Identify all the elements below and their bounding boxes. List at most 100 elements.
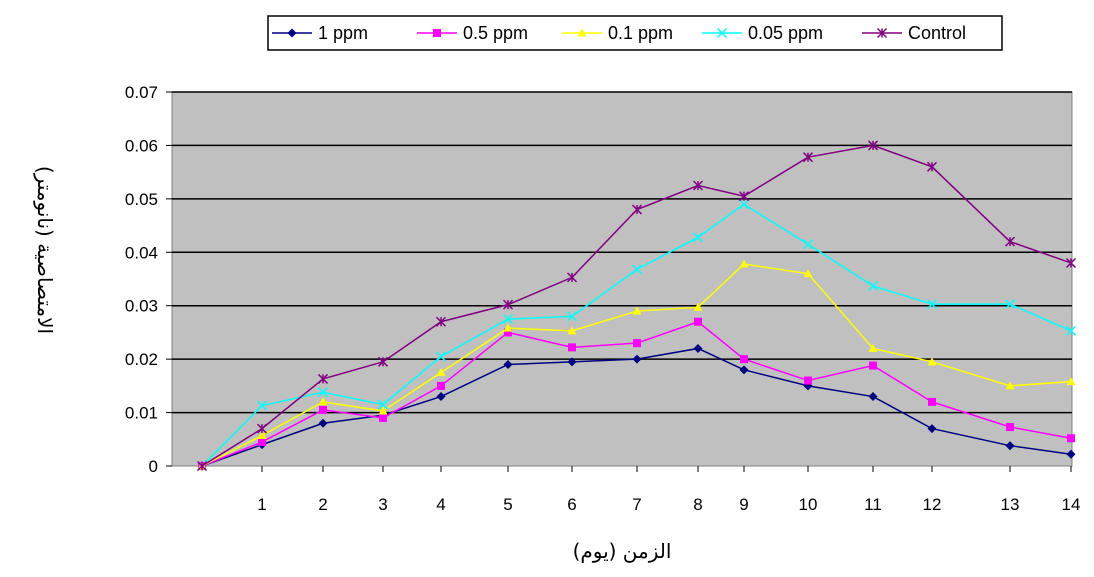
data-point	[1005, 441, 1015, 451]
data-point	[567, 357, 577, 367]
data-point	[257, 431, 267, 440]
y-tick-label: 0.01	[125, 404, 158, 423]
x-tick-label: 5	[503, 495, 512, 514]
x-tick-label: 9	[739, 495, 748, 514]
x-tick-label: 14	[1062, 495, 1081, 514]
data-point	[926, 299, 938, 310]
data-point	[436, 368, 446, 376]
y-tick-label: 0.06	[125, 136, 158, 155]
data-point	[567, 326, 577, 335]
legend-label: 0.05 ppm	[748, 23, 823, 43]
y-tick-label: 0.07	[125, 83, 158, 102]
data-point	[503, 359, 513, 369]
x-tick-label: 7	[632, 495, 641, 514]
data-point	[802, 239, 814, 250]
x-tick-label: 2	[318, 495, 327, 514]
data-point	[318, 418, 328, 428]
y-axis-ticks: 0 0.01 0.02 0.03 0.04 0.05 0.06 0.07	[125, 83, 172, 476]
legend-item: Control	[862, 23, 966, 43]
legend-marker	[577, 28, 587, 37]
x-axis-ticks: 1 2 3 4 5 6 7 8 9 10 11 12 13 14	[257, 466, 1080, 514]
data-point	[928, 397, 936, 406]
x-tick-label: 4	[436, 495, 445, 514]
data-point	[869, 361, 877, 370]
data-point	[435, 351, 447, 362]
data-point	[377, 399, 389, 410]
data-point	[317, 387, 329, 398]
data-point	[435, 316, 447, 327]
data-point	[927, 424, 937, 434]
data-point	[927, 357, 937, 366]
data-point	[693, 302, 703, 311]
data-point	[692, 232, 704, 243]
legend-marker	[433, 29, 441, 37]
data-point	[196, 460, 208, 472]
data-point	[867, 280, 879, 291]
legend-marker	[716, 27, 728, 39]
data-point	[633, 339, 641, 348]
data-point	[694, 317, 702, 326]
data-point	[256, 423, 268, 434]
y-tick-label: 0.04	[125, 243, 158, 262]
y-tick-label: 0.05	[125, 190, 158, 209]
x-tick-label: 3	[378, 495, 387, 514]
legend-label: 1 ppm	[318, 23, 368, 43]
data-point	[379, 413, 387, 422]
y-axis-title: الامتصاصية (نانومتر)	[33, 166, 57, 334]
data-point	[1005, 381, 1015, 390]
data-point	[1066, 449, 1076, 459]
legend-label: 0.5 ppm	[463, 23, 528, 43]
legend-label: 0.1 ppm	[608, 23, 673, 43]
legend: 1 ppm 0.5 ppm 0.1 ppm 0.05 ppm Control	[267, 15, 1003, 51]
x-tick-label: 1	[257, 495, 266, 514]
y-tick-label: 0.02	[125, 350, 158, 369]
data-point	[256, 400, 268, 411]
data-point	[693, 343, 703, 353]
legend-label: Control	[908, 23, 966, 43]
data-point	[437, 381, 445, 390]
x-tick-label: 12	[923, 495, 942, 514]
x-tick-label: 8	[693, 495, 702, 514]
data-point	[926, 161, 938, 172]
legend-item: 0.5 ppm	[417, 23, 528, 43]
data-point	[739, 365, 749, 375]
legend-item: 0.05 ppm	[702, 23, 823, 43]
data-point	[868, 392, 878, 402]
data-point	[739, 259, 749, 268]
x-axis-title: الزمن (يوم)	[573, 539, 672, 563]
data-point	[377, 356, 389, 367]
data-point	[1065, 257, 1077, 269]
data-point	[1065, 325, 1077, 336]
series-2	[197, 259, 1076, 470]
series-layer	[196, 140, 1077, 472]
data-point	[738, 191, 750, 202]
data-point	[504, 328, 512, 337]
data-point	[804, 376, 812, 385]
data-point	[503, 323, 513, 332]
legend-item: 0.1 ppm	[562, 23, 673, 43]
data-point	[1004, 299, 1016, 310]
data-point	[632, 354, 642, 364]
legend-items: 1 ppm 0.5 ppm 0.1 ppm 0.05 ppm Control	[272, 23, 966, 43]
data-point	[692, 180, 704, 191]
data-point	[1067, 434, 1075, 443]
data-point	[502, 299, 514, 310]
data-point	[378, 406, 388, 415]
data-point	[566, 311, 578, 322]
data-point	[803, 269, 813, 278]
data-point	[1004, 236, 1016, 247]
data-point	[317, 373, 329, 384]
data-point	[258, 437, 266, 446]
data-point	[318, 397, 328, 406]
series-4	[196, 140, 1077, 472]
data-point	[566, 272, 578, 283]
data-point	[802, 152, 814, 163]
x-tick-label: 13	[1001, 495, 1020, 514]
data-point	[632, 306, 642, 315]
x-tick-label: 6	[567, 495, 576, 514]
data-point	[740, 355, 748, 364]
data-point	[1066, 377, 1076, 386]
legend-marker	[287, 28, 297, 38]
x-tick-label: 10	[799, 495, 818, 514]
